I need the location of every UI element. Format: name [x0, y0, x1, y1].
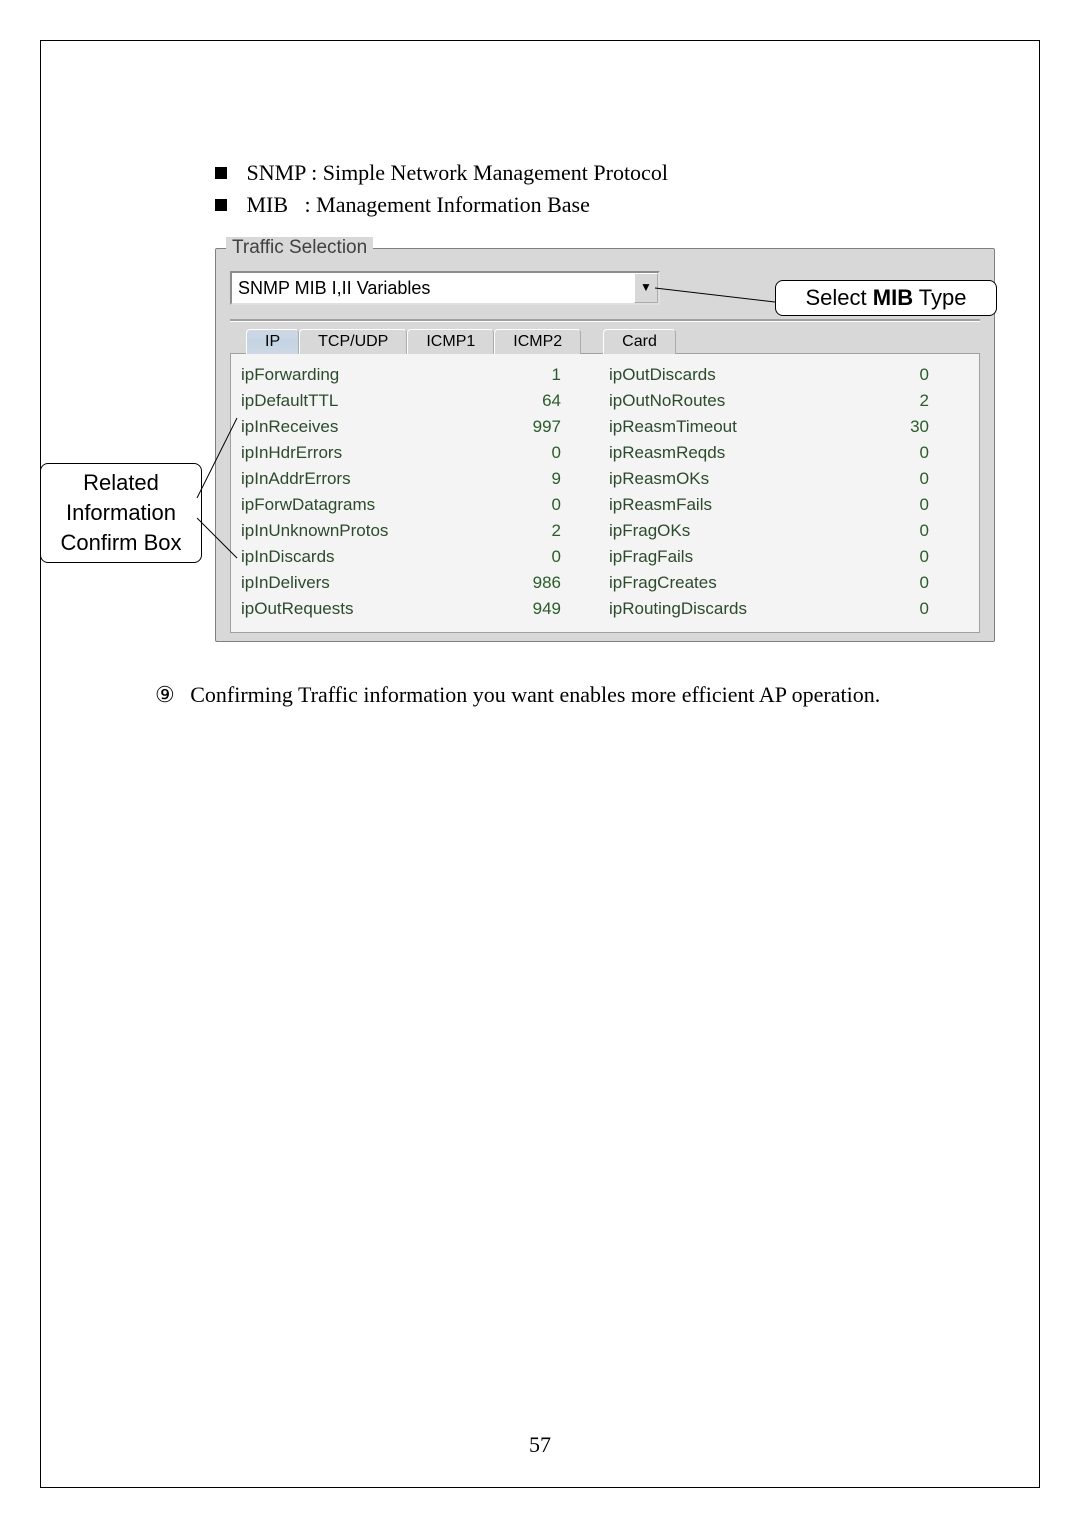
stat-row: ipInReceives 997: [241, 414, 601, 440]
stat-row: ipOutNoRoutes 2: [609, 388, 969, 414]
stat-value: 986: [533, 570, 561, 596]
separator: [230, 319, 980, 322]
chevron-down-icon[interactable]: ▼: [634, 273, 658, 303]
stat-name: ipDefaultTTL: [241, 388, 338, 414]
stat-row: ipFragFails 0: [609, 544, 969, 570]
stat-value: 949: [533, 596, 561, 622]
stat-row: ipInDiscards 0: [241, 544, 601, 570]
bullet-mib-text: MIB : Management Information Base: [247, 192, 590, 217]
stat-name: ipOutRequests: [241, 596, 353, 622]
stat-row: ipInAddrErrors 9: [241, 466, 601, 492]
stat-value: 0: [920, 440, 929, 466]
stat-row: ipOutRequests 949: [241, 596, 601, 622]
tab-icmp2[interactable]: ICMP2: [494, 329, 581, 354]
stat-row: ipReasmTimeout 30: [609, 414, 969, 440]
stat-value: 1: [552, 362, 561, 388]
page-number: 57: [0, 1432, 1080, 1458]
stat-name: ipReasmOKs: [609, 466, 709, 492]
stat-name: ipOutDiscards: [609, 362, 716, 388]
stat-row: ipDefaultTTL 64: [241, 388, 601, 414]
tab-tcpudp-label: TCP/UDP: [318, 333, 388, 350]
stat-value: 0: [920, 362, 929, 388]
dropdown-value: SNMP MIB I,II Variables: [238, 278, 430, 298]
tab-icmp1-label: ICMP1: [426, 333, 475, 350]
stat-name: ipInHdrErrors: [241, 440, 342, 466]
stat-value: 0: [552, 440, 561, 466]
stat-value: 0: [920, 596, 929, 622]
callout-right-prefix: Select: [805, 285, 872, 310]
tab-ip-label: IP: [265, 333, 280, 350]
stat-value: 2: [920, 388, 929, 414]
tab-ip[interactable]: IP: [246, 329, 299, 354]
stat-value: 0: [552, 544, 561, 570]
callout-left-line3: Confirm Box: [51, 528, 191, 558]
stat-name: ipRoutingDiscards: [609, 596, 747, 622]
stat-value: 0: [920, 466, 929, 492]
stat-value: 0: [920, 544, 929, 570]
bullet-snmp: SNMP : Simple Network Management Protoco…: [215, 160, 1000, 186]
stats-col-right: ipOutDiscards0ipOutNoRoutes2ipReasmTimeo…: [609, 362, 969, 622]
stat-name: ipInAddrErrors: [241, 466, 351, 492]
stat-row: ipInHdrErrors 0: [241, 440, 601, 466]
stat-name: ipInDiscards: [241, 544, 335, 570]
panel-title: Traffic Selection: [226, 237, 373, 259]
stat-name: ipReasmReqds: [609, 440, 725, 466]
square-bullet-icon: [215, 199, 227, 211]
stat-row: ipFragOKs 0: [609, 518, 969, 544]
stat-row: ipForwarding 1: [241, 362, 601, 388]
stat-row: ipForwDatagrams 0: [241, 492, 601, 518]
stat-name: ipReasmTimeout: [609, 414, 737, 440]
footnote-marker: ⑨: [155, 682, 175, 708]
content-area: SNMP : Simple Network Management Protoco…: [215, 160, 1000, 708]
stat-row: ipReasmOKs 0: [609, 466, 969, 492]
callout-related-info: Related Information Confirm Box: [40, 463, 202, 563]
stat-row: ipReasmFails 0: [609, 492, 969, 518]
stat-row: ipInUnknownProtos 2: [241, 518, 601, 544]
stats-col-left: ipForwarding 1 ipDefaultTTL 64 ipInReceives 9…: [241, 362, 601, 622]
tabs-row: IP TCP/UDP ICMP1 ICMP2 Card: [230, 328, 980, 353]
tab-icmp2-label: ICMP2: [513, 333, 562, 350]
tab-icmp1[interactable]: ICMP1: [407, 329, 494, 354]
mib-type-select[interactable]: SNMP MIB I,II Variables ▼: [230, 271, 660, 305]
callout-right-suffix: Type: [913, 285, 966, 310]
stat-name: ipInUnknownProtos: [241, 518, 388, 544]
callout-right-bold: MIB: [873, 285, 913, 310]
stat-value: 9: [552, 466, 561, 492]
tab-tcpudp[interactable]: TCP/UDP: [299, 329, 407, 354]
stat-name: ipOutNoRoutes: [609, 388, 725, 414]
tab-card-label: Card: [622, 333, 657, 350]
stat-row: ipReasmReqds 0: [609, 440, 969, 466]
stat-row: ipRoutingDiscards 0: [609, 596, 969, 622]
stat-value: 0: [920, 570, 929, 596]
square-bullet-icon: [215, 167, 227, 179]
footnote-text: Confirming Traffic information you want …: [190, 682, 880, 707]
stat-name: ipForwarding: [241, 362, 339, 388]
stat-value: 0: [920, 492, 929, 518]
callout-select-mib: Select MIB Type: [775, 280, 997, 316]
stat-row: ipFragCreates 0: [609, 570, 969, 596]
callout-left-line2: Information: [51, 498, 191, 528]
tab-card[interactable]: Card: [603, 329, 676, 354]
stat-name: ipFragOKs: [609, 518, 690, 544]
bullet-mib: MIB : Management Information Base: [215, 192, 1000, 218]
stat-value: 30: [910, 414, 929, 440]
stat-name: ipInDelivers: [241, 570, 330, 596]
stats-box: ipForwarding 1 ipDefaultTTL 64 ipInReceives 9…: [230, 353, 980, 633]
stat-name: ipFragFails: [609, 544, 693, 570]
stat-name: ipFragCreates: [609, 570, 717, 596]
stat-value: 2: [552, 518, 561, 544]
stat-value: 997: [533, 414, 561, 440]
stat-name: ipReasmFails: [609, 492, 712, 518]
stat-value: 0: [552, 492, 561, 518]
footnote: ⑨ Confirming Traffic information you wan…: [155, 682, 1000, 708]
callout-left-line1: Related: [51, 468, 191, 498]
stat-value: 64: [542, 388, 561, 414]
stat-name: ipInReceives: [241, 414, 338, 440]
screenshot-group: Traffic Selection SNMP MIB I,II Variable…: [215, 248, 1000, 642]
stat-value: 0: [920, 518, 929, 544]
stat-row: ipInDelivers 986: [241, 570, 601, 596]
bullet-snmp-text: SNMP : Simple Network Management Protoco…: [247, 160, 668, 185]
stat-name: ipForwDatagrams: [241, 492, 375, 518]
stat-row: ipOutDiscards 0: [609, 362, 969, 388]
